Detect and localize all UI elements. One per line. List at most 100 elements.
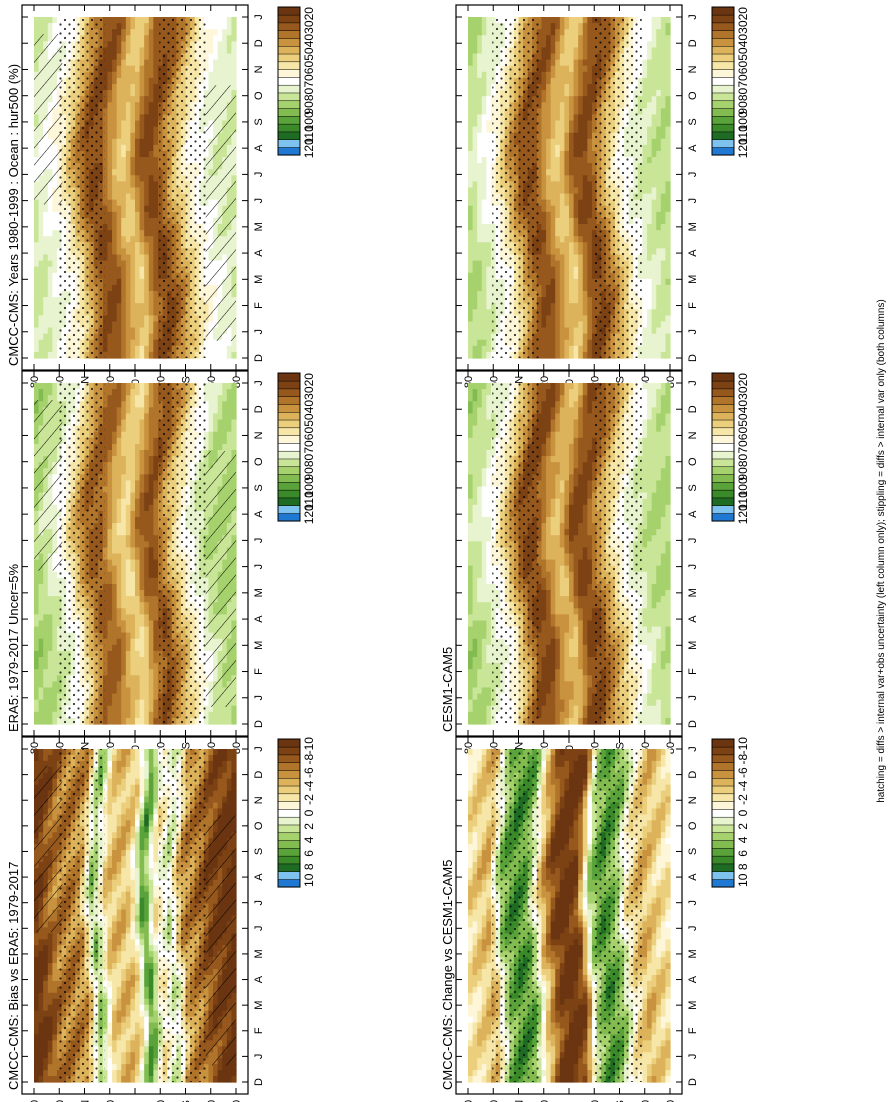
heatmap-cell xyxy=(112,596,118,603)
heatmap-cell xyxy=(34,339,40,347)
heatmap-cell xyxy=(130,663,136,670)
heatmap-cell xyxy=(144,413,150,421)
heatmap-cell xyxy=(135,687,141,695)
heatmap-cell xyxy=(125,217,132,225)
heatmap-cell xyxy=(125,132,132,140)
heatmap-cell xyxy=(217,711,223,719)
heatmap-cell xyxy=(135,516,141,524)
heatmap-cell xyxy=(125,242,132,249)
heatmap-cell xyxy=(130,35,136,42)
heatmap-cell xyxy=(116,41,122,49)
heatmap-cell xyxy=(213,437,219,445)
heatmap-cell xyxy=(208,437,214,445)
heatmap-cell xyxy=(121,480,127,488)
heatmap-cell xyxy=(135,699,141,707)
heatmap-cell xyxy=(139,419,145,427)
heatmap-cell xyxy=(231,413,237,421)
heatmap-cell xyxy=(135,535,141,542)
heatmap-cell xyxy=(139,120,145,128)
heatmap-cell xyxy=(107,321,113,329)
heatmap-cell xyxy=(112,120,118,128)
heatmap-cell xyxy=(222,23,228,30)
heatmap-cell xyxy=(144,449,150,457)
heatmap-cell xyxy=(116,711,122,719)
heatmap-cell xyxy=(144,102,150,109)
heatmap-cell xyxy=(34,577,40,585)
heatmap-cell xyxy=(102,681,109,689)
heatmap-cell xyxy=(153,77,159,85)
heatmap-cell xyxy=(52,205,58,213)
colorbar-tick-label: 120 xyxy=(302,138,316,158)
heatmap-cell xyxy=(231,419,237,427)
heatmap-cell xyxy=(144,590,150,597)
heatmap-cell xyxy=(139,224,145,231)
heatmap-cell xyxy=(226,389,233,396)
heatmap-cell xyxy=(107,504,113,512)
heatmap-cell xyxy=(148,498,154,506)
heatmap-cell xyxy=(125,401,132,408)
heatmap-cell xyxy=(148,535,154,542)
heatmap-cell xyxy=(148,35,154,42)
heatmap-cell xyxy=(43,23,49,30)
heatmap-cell xyxy=(107,456,113,463)
heatmap-cell xyxy=(112,303,118,310)
heatmap-cell xyxy=(107,205,113,213)
heatmap-cell xyxy=(112,157,118,164)
heatmap-cell xyxy=(116,626,122,634)
heatmap-cell xyxy=(121,77,127,85)
heatmap-cell xyxy=(112,456,118,463)
heatmap-cell xyxy=(116,138,122,146)
heatmap-cell xyxy=(222,383,228,390)
heatmap-cell xyxy=(125,602,132,609)
heatmap-cell xyxy=(47,602,53,609)
heatmap-cell xyxy=(116,456,122,463)
heatmap-cell xyxy=(112,523,118,530)
heatmap-cell xyxy=(144,114,150,122)
colorbar-swatch xyxy=(277,131,301,140)
heatmap-cell xyxy=(144,474,150,482)
heatmap-cell xyxy=(139,41,145,49)
heatmap-cell xyxy=(153,102,159,109)
heatmap-cell xyxy=(52,266,58,274)
heatmap-cell xyxy=(121,284,127,292)
heatmap-cell xyxy=(148,47,154,55)
heatmap-cell xyxy=(38,650,44,658)
heatmap-cell xyxy=(47,583,53,591)
heatmap-cell xyxy=(102,181,109,189)
heatmap-cell xyxy=(135,291,141,298)
heatmap-cell xyxy=(125,309,132,316)
heatmap-cell xyxy=(121,339,127,347)
heatmap-cell xyxy=(135,711,141,719)
heatmap-cell xyxy=(125,663,132,670)
heatmap-cell xyxy=(38,608,44,615)
heatmap-cell xyxy=(116,504,122,512)
heatmap-cell xyxy=(107,687,113,695)
heatmap-cell xyxy=(107,565,113,573)
heatmap-cell xyxy=(43,309,49,316)
heatmap-cell xyxy=(148,383,154,390)
heatmap-cell xyxy=(112,108,118,116)
heatmap-cell xyxy=(222,77,228,85)
heatmap-cell xyxy=(130,260,136,268)
heatmap-cell xyxy=(47,217,53,225)
heatmap-cell xyxy=(121,650,127,658)
heatmap-cell xyxy=(38,321,44,329)
heatmap-cell xyxy=(130,96,136,103)
heatmap-cell xyxy=(144,431,150,439)
heatmap-cell xyxy=(144,236,150,243)
heatmap-cell xyxy=(47,650,53,658)
heatmap-cell xyxy=(112,278,118,286)
heatmap-cell xyxy=(144,486,150,494)
heatmap-cell xyxy=(43,626,49,634)
heatmap-cell xyxy=(116,303,122,310)
heatmap-cell xyxy=(130,53,136,61)
heatmap-cell xyxy=(139,193,145,201)
heatmap-cell xyxy=(34,17,40,24)
heatmap-cell xyxy=(125,315,132,323)
heatmap-cell xyxy=(153,596,159,603)
heatmap-cell xyxy=(107,413,113,421)
heatmap-cell xyxy=(121,71,127,79)
colorbar-tick-label: 70 xyxy=(302,74,316,88)
heatmap-cell xyxy=(102,468,109,475)
heatmap-cell xyxy=(153,144,159,152)
